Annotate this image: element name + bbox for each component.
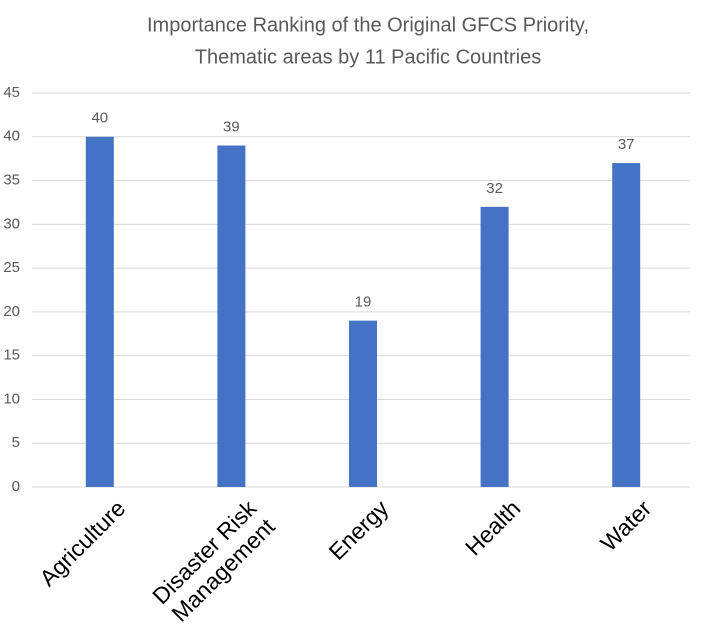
- y-tick-label: 15: [3, 347, 20, 364]
- y-tick-label: 5: [12, 434, 20, 451]
- data-label: 39: [223, 119, 240, 136]
- y-tick-label: 25: [3, 259, 20, 276]
- bar: [349, 320, 377, 487]
- y-tick-label: 40: [3, 128, 20, 145]
- bar: [612, 163, 641, 488]
- y-tick-label: 20: [3, 303, 20, 320]
- data-label: 19: [355, 294, 372, 311]
- data-label: 37: [618, 136, 635, 153]
- y-tick-label: 10: [3, 390, 20, 407]
- bar: [85, 136, 114, 487]
- data-label: 40: [91, 110, 108, 127]
- chart-title: Importance Ranking of the Original GFCS …: [147, 14, 589, 36]
- bar: [217, 145, 246, 488]
- bar: [480, 206, 509, 488]
- y-tick-label: 30: [3, 215, 20, 232]
- y-tick-label: 0: [12, 478, 20, 495]
- y-tick-label: 45: [3, 84, 20, 101]
- data-label: 32: [486, 180, 503, 197]
- y-tick-label: 35: [3, 172, 20, 189]
- chart-title: Thematic areas by 11 Pacific Countries: [195, 46, 541, 68]
